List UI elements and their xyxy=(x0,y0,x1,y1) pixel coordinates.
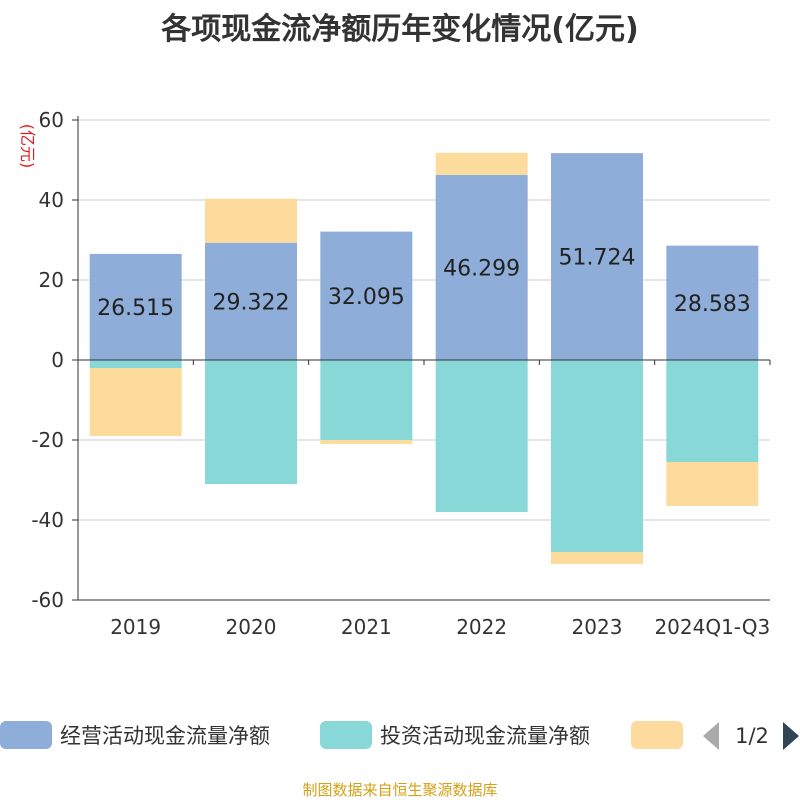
x-tick-label: 2021 xyxy=(341,615,392,639)
data-label: 32.095 xyxy=(328,285,405,310)
legend-page-indicator: 1/2 xyxy=(735,724,769,748)
legend-item[interactable]: 经营活动现金流量净额 xyxy=(0,721,270,749)
bar-segment xyxy=(205,360,297,484)
bar-segment xyxy=(551,153,643,360)
legend: 经营活动现金流量净额 投资活动现金流量净额 1/2 xyxy=(0,721,799,750)
y-axis-unit-label: (亿元) xyxy=(18,124,37,169)
bar-segment xyxy=(435,174,528,360)
data-label: 28.583 xyxy=(674,292,751,317)
bar-segment xyxy=(205,242,297,360)
bar-segment xyxy=(666,245,759,360)
source-note: 制图数据来自恒生聚源数据库 xyxy=(302,781,498,799)
data-label: 46.299 xyxy=(443,256,520,281)
legend-swatch xyxy=(631,721,683,749)
legend-swatch xyxy=(0,721,52,749)
bar-segment xyxy=(435,360,528,512)
y-tick-label: -20 xyxy=(31,428,64,452)
data-label: 51.724 xyxy=(559,246,636,271)
bar-segment xyxy=(205,198,297,243)
bar-segment xyxy=(320,440,413,444)
bar-segment xyxy=(666,462,759,506)
y-tick-label: 20 xyxy=(39,268,64,292)
axes: 60 40 20 0 -20 -40 -60 (亿元) 2019 2020 2021 2022 2023… xyxy=(18,108,771,639)
bar-segment xyxy=(89,368,182,436)
data-label: 29.322 xyxy=(213,290,290,315)
bar-segment xyxy=(666,360,759,462)
x-tick-label: 2020 xyxy=(226,615,277,639)
bars xyxy=(89,152,759,564)
legend-swatch xyxy=(320,721,372,749)
x-tick-label: 2023 xyxy=(572,615,623,639)
legend-label: 投资活动现金流量净额 xyxy=(380,724,590,748)
y-tick-label: -60 xyxy=(31,588,64,612)
bar-segment xyxy=(435,152,528,175)
x-tick-label: 2019 xyxy=(110,615,161,639)
x-tick-label: 2022 xyxy=(456,615,507,639)
y-tick-label: 60 xyxy=(39,108,64,132)
triangle-left-icon[interactable] xyxy=(703,722,719,750)
bar-segment xyxy=(320,360,413,440)
bar-segment xyxy=(320,231,413,360)
data-label: 26.515 xyxy=(97,296,174,321)
legend-label: 经营活动现金流量净额 xyxy=(60,724,270,748)
x-tick-label: 2024Q1-Q3 xyxy=(654,615,770,639)
bar-segment xyxy=(89,360,182,368)
legend-item[interactable] xyxy=(631,721,683,749)
bar-segment xyxy=(551,360,643,552)
legend-item[interactable]: 投资活动现金流量净额 xyxy=(320,721,590,749)
bar-labels: 26.515 29.322 32.095 46.299 51.724 28.583 xyxy=(97,246,751,321)
bar-segment xyxy=(89,253,182,360)
y-tick-label: -40 xyxy=(31,508,64,532)
triangle-right-icon[interactable] xyxy=(783,722,799,750)
bar-segment xyxy=(551,552,643,564)
y-tick-label: 40 xyxy=(39,188,64,212)
y-tick-label: 0 xyxy=(51,348,64,372)
chart-title: 各项现金流净额历年变化情况(亿元) xyxy=(161,12,639,47)
